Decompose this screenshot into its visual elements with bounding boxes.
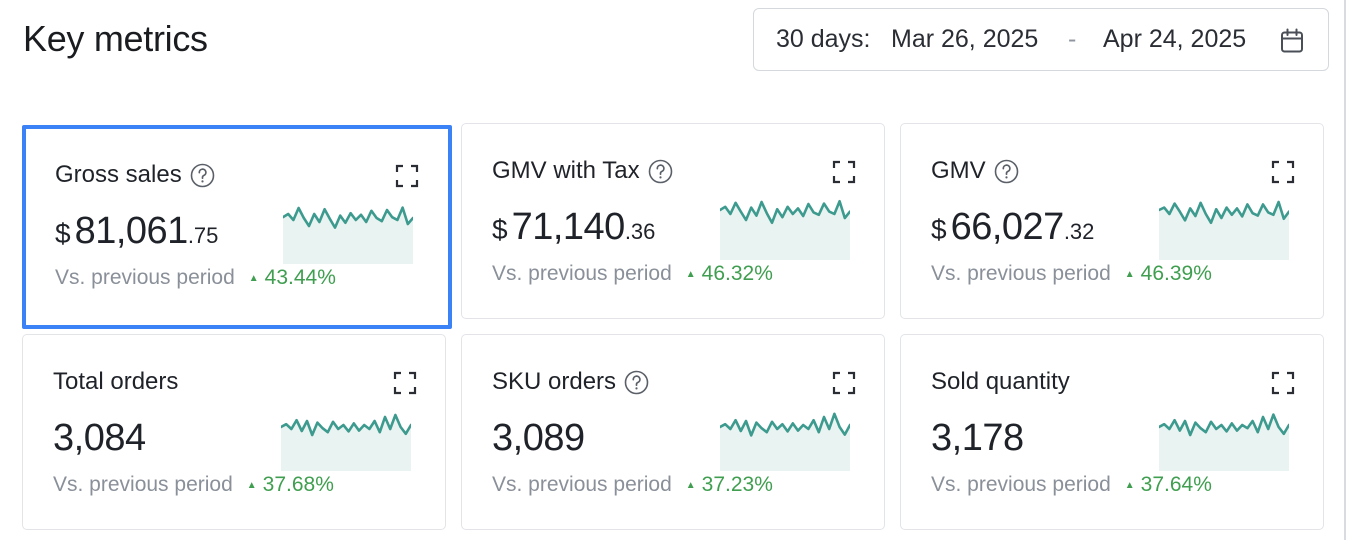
metric-comparison: Vs. previous period ▲ 46.39% — [931, 262, 1212, 286]
page-right-edge — [1344, 0, 1346, 540]
metric-value-decimal: .75 — [187, 223, 219, 248]
trend-up-icon: ▲ — [248, 272, 259, 284]
page-title: Key metrics — [23, 18, 208, 59]
metric-currency: $ — [55, 218, 71, 249]
metric-title-text: Gross sales — [55, 161, 182, 188]
sparkline-chart — [281, 413, 411, 471]
date-range-end[interactable]: Apr 24, 2025 — [1103, 25, 1247, 53]
change-percent: 37.23% — [701, 473, 773, 496]
expand-icon[interactable] — [393, 371, 417, 395]
change-percent: 37.68% — [262, 473, 334, 496]
expand-icon[interactable] — [832, 160, 856, 184]
date-range-picker[interactable]: 30 days: Mar 26, 2025 - Apr 24, 2025 — [753, 8, 1329, 71]
metric-value-integer: 66,027 — [950, 206, 1065, 248]
trend-up-icon: ▲ — [685, 268, 696, 280]
metric-title: GMV — [931, 157, 1019, 185]
metric-title: SKU orders — [492, 368, 649, 396]
metric-title-text: GMV — [931, 157, 986, 184]
trend-up-icon: ▲ — [1124, 479, 1135, 491]
change-percent: 43.44% — [264, 266, 336, 289]
metric-value-integer: 71,140 — [511, 206, 626, 248]
metric-value-integer: 81,061 — [74, 210, 189, 252]
sparkline-line — [720, 199, 850, 225]
expand-icon[interactable] — [395, 164, 419, 188]
metric-title-text: Sold quantity — [931, 368, 1070, 395]
metric-value: 3,178 — [931, 417, 1024, 460]
calendar-icon[interactable] — [1279, 28, 1305, 54]
sparkline-chart — [720, 199, 850, 260]
metric-card-gmv[interactable]: GMV $66,027.32 Vs. previous period ▲ 46.39% — [900, 123, 1324, 319]
metric-card-gross-sales[interactable]: Gross sales $81,061.75 Vs. previous period… — [22, 125, 452, 329]
metric-title: Sold quantity — [931, 368, 1070, 396]
metric-value: $81,061.75 — [55, 210, 218, 253]
sparkline-line — [1159, 200, 1289, 225]
date-range-prefix: 30 days: — [776, 25, 871, 53]
trend-up-icon: ▲ — [246, 479, 257, 491]
change-percent: 46.39% — [1140, 262, 1212, 285]
expand-icon[interactable] — [1271, 371, 1295, 395]
metric-value-integer: 3,178 — [931, 417, 1024, 459]
metric-currency: $ — [931, 214, 947, 245]
metric-card-gmv-with-tax[interactable]: GMV with Tax $71,140.36 Vs. previous perio… — [461, 123, 885, 319]
sparkline-line — [283, 206, 413, 229]
metric-comparison: Vs. previous period ▲ 37.23% — [492, 473, 773, 497]
sparkline-line — [720, 412, 850, 437]
sparkline-area — [1159, 414, 1289, 471]
sparkline-area — [1159, 202, 1289, 260]
metric-value-integer: 3,089 — [492, 417, 585, 459]
sparkline-line — [1159, 413, 1289, 437]
help-icon[interactable] — [190, 163, 215, 188]
metric-value: $66,027.32 — [931, 206, 1094, 249]
sparkline-chart — [1159, 413, 1289, 471]
sparkline-chart — [720, 412, 850, 471]
comparison-label: Vs. previous period — [55, 266, 235, 289]
comparison-label: Vs. previous period — [492, 262, 672, 285]
metric-value: 3,084 — [53, 417, 146, 460]
comparison-label: Vs. previous period — [931, 473, 1111, 496]
metric-comparison: Vs. previous period ▲ 46.32% — [492, 262, 773, 286]
sparkline-area — [720, 201, 850, 260]
change-percent: 46.32% — [701, 262, 773, 285]
metric-title-text: Total orders — [53, 368, 179, 395]
metric-title-text: GMV with Tax — [492, 157, 640, 184]
expand-icon[interactable] — [832, 371, 856, 395]
comparison-label: Vs. previous period — [492, 473, 672, 496]
metric-title: Gross sales — [55, 161, 215, 189]
metric-comparison: Vs. previous period ▲ 43.44% — [55, 266, 336, 290]
sparkline-area — [281, 415, 411, 471]
metric-card-sold-quantity[interactable]: Sold quantity 3,178 Vs. previous period ▲ 37… — [900, 334, 1324, 530]
trend-up-icon: ▲ — [685, 479, 696, 491]
sparkline-chart — [283, 206, 413, 264]
metric-card-sku-orders[interactable]: SKU orders 3,089 Vs. previous period ▲ 37.23… — [461, 334, 885, 530]
sparkline-line — [281, 413, 411, 437]
change-percent: 37.64% — [1140, 473, 1212, 496]
metric-title-text: SKU orders — [492, 368, 617, 395]
date-range-start[interactable]: Mar 26, 2025 — [891, 25, 1039, 53]
metric-card-total-orders[interactable]: Total orders 3,084 Vs. previous period ▲ 37.… — [22, 334, 446, 530]
expand-icon[interactable] — [1271, 160, 1295, 184]
sparkline-area — [720, 413, 850, 471]
help-icon[interactable] — [648, 159, 673, 184]
date-range-separator: - — [1068, 25, 1077, 53]
metric-currency: $ — [492, 214, 508, 245]
metric-title: Total orders — [53, 368, 178, 396]
help-icon[interactable] — [624, 370, 649, 395]
metric-value: $71,140.36 — [492, 206, 655, 249]
metric-value-decimal: .32 — [1063, 219, 1095, 244]
help-icon[interactable] — [994, 159, 1019, 184]
metric-title: GMV with Tax — [492, 157, 673, 185]
metric-comparison: Vs. previous period ▲ 37.68% — [53, 473, 334, 497]
comparison-label: Vs. previous period — [931, 262, 1111, 285]
metric-value: 3,089 — [492, 417, 585, 460]
sparkline-chart — [1159, 200, 1289, 260]
metric-value-decimal: .36 — [624, 219, 656, 244]
comparison-label: Vs. previous period — [53, 473, 233, 496]
metric-value-integer: 3,084 — [53, 417, 146, 459]
trend-up-icon: ▲ — [1124, 268, 1135, 280]
metric-comparison: Vs. previous period ▲ 37.64% — [931, 473, 1212, 497]
